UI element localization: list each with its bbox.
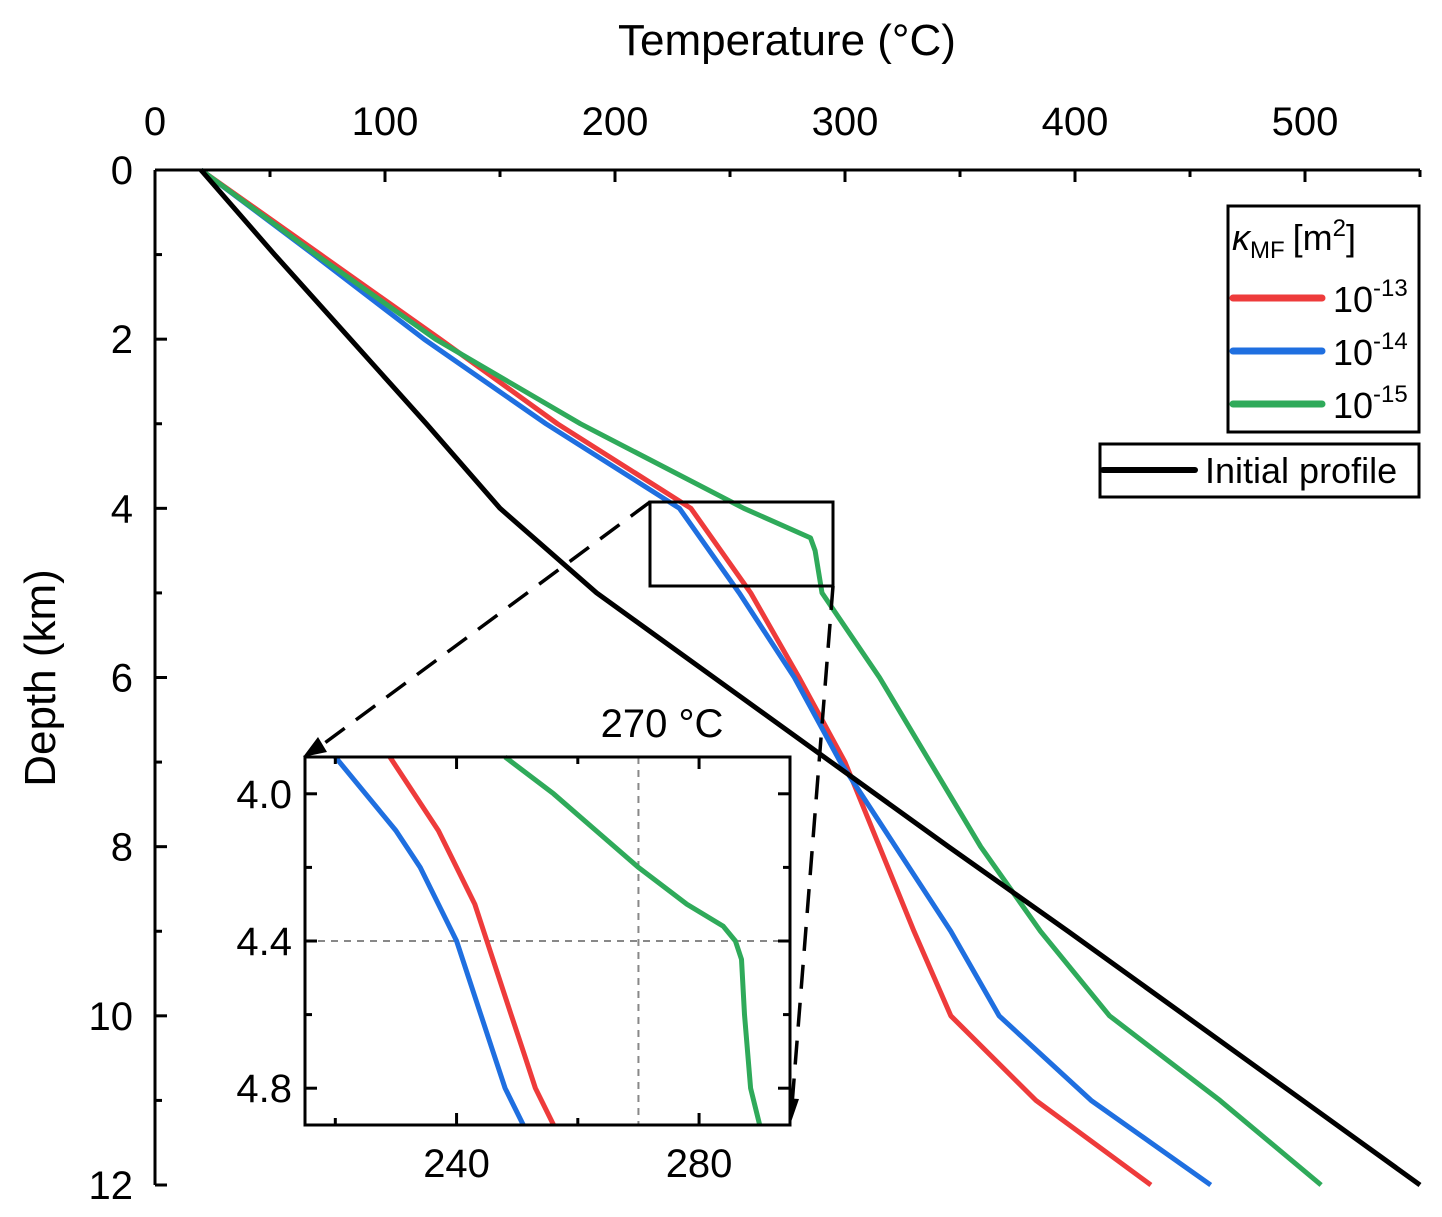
y-tick-label: 4: [111, 487, 133, 531]
y-tick-label: 0: [111, 149, 133, 193]
legend-box: [1226, 204, 1421, 434]
y-tick-label: 6: [111, 657, 133, 701]
y-tick-label: 2: [111, 318, 133, 362]
connector-right: [790, 585, 835, 1106]
legend-label-10-13: 10-13: [1333, 275, 1408, 320]
legend-base: 10: [1333, 385, 1373, 426]
series-line-10-15: [199, 167, 1323, 1187]
y-axis-label: Depth (km): [16, 569, 65, 787]
inset-y-tick-label: 4.4: [236, 920, 292, 964]
zoom-connector-lines: [316, 500, 835, 1106]
legend-label-10-15: 10-15: [1333, 381, 1408, 426]
x-axis-label: Temperature (°C): [618, 16, 956, 65]
x-tick-label: 200: [582, 100, 649, 144]
legend-exponent: -15: [1373, 381, 1408, 408]
inset-series-line-10-13: [387, 755, 556, 1127]
inset-y-tick-label: 4.8: [236, 1067, 292, 1111]
y-tick-label: 10: [89, 995, 134, 1039]
legend-label-10-14: 10-14: [1333, 328, 1408, 373]
arrowhead-left: [303, 737, 327, 757]
zoom-region-box: [648, 500, 835, 588]
series-line-10-14: [199, 168, 1213, 1188]
connector-left: [316, 500, 652, 750]
legend-label-initial: Initial profile: [1205, 450, 1397, 491]
inset-y-tick-label: 4.0: [236, 773, 292, 817]
legend-exponent: -14: [1373, 328, 1408, 355]
inset-series-line-10-15: [503, 755, 763, 1126]
legend-exponent: -13: [1373, 275, 1408, 302]
inset-series-line-10-14: [333, 755, 526, 1127]
legend-base: 10: [1333, 332, 1373, 373]
x-tick-label: 500: [1272, 100, 1339, 144]
y-tick-label: 12: [89, 1164, 134, 1208]
legend-title: κMF [m2]: [1232, 215, 1356, 264]
x-tick-label: 300: [812, 100, 879, 144]
x-tick-label: 400: [1042, 100, 1109, 144]
y-tick-label: 8: [111, 826, 133, 870]
series-line-initial-profile: [199, 168, 1422, 1188]
inset-x-tick-label: 240: [423, 1142, 490, 1186]
inset-annotation: 270 °C: [601, 702, 724, 746]
legend-base: 10: [1333, 279, 1373, 320]
inset-chart: 240 280 4.0 4.4 4.8 270 °C: [236, 702, 792, 1186]
x-tick-label: 0: [144, 100, 166, 144]
x-tick-label: 100: [352, 100, 419, 144]
inset-x-tick-label: 280: [666, 1142, 733, 1186]
